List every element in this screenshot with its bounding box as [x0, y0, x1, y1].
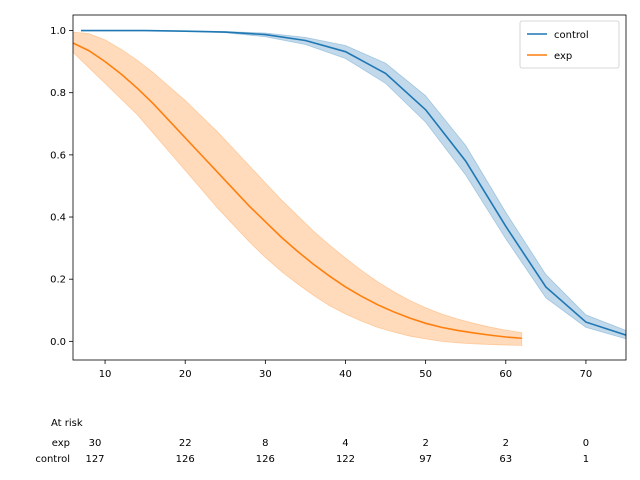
x-tick-label-50: 50 — [419, 369, 432, 380]
y-tick-label-0: 0.0 — [50, 337, 66, 348]
at-risk-title: At risk — [51, 418, 83, 429]
at-risk-cell-exp-4: 2 — [422, 438, 428, 449]
at-risk-cell-control-5: 63 — [499, 454, 512, 465]
y-axis-ticks: 0.0 0.2 0.4 0.6 0.8 1.0 — [50, 26, 73, 348]
at-risk-row-label-exp: exp — [52, 438, 70, 449]
line-control — [81, 29, 626, 336]
x-tick-label-40: 40 — [339, 369, 352, 380]
y-tick-label-1: 0.2 — [50, 275, 66, 286]
at-risk-cell-exp-0: 30 — [89, 438, 102, 449]
at-risk-cell-exp-6: 0 — [583, 438, 589, 449]
at-risk-cell-control-1: 126 — [176, 454, 195, 465]
x-tick-label-70: 70 — [580, 369, 593, 380]
legend-label-control: control — [554, 30, 589, 41]
at-risk-cell-control-0: 127 — [85, 454, 104, 465]
line-exp — [73, 42, 522, 340]
plot-frame — [72, 14, 627, 361]
x-tick-label-10: 10 — [99, 369, 112, 380]
at-risk-row-label-control: control — [35, 454, 70, 465]
at-risk-cell-control-6: 1 — [583, 454, 589, 465]
y-tick-label-4: 0.8 — [50, 88, 66, 99]
at-risk-cell-exp-1: 22 — [179, 438, 192, 449]
band-control — [81, 30, 626, 340]
survival-lines — [73, 29, 626, 340]
legend-label-exp: exp — [554, 51, 572, 62]
at-risk-cell-exp-3: 4 — [342, 438, 348, 449]
y-tick-label-2: 0.4 — [50, 213, 66, 224]
x-tick-label-30: 30 — [259, 369, 272, 380]
at-risk-cell-exp-5: 2 — [503, 438, 509, 449]
band-exp — [73, 31, 523, 346]
y-tick-label-5: 1.0 — [50, 26, 66, 37]
at-risk-cell-control-2: 126 — [256, 454, 275, 465]
x-tick-label-20: 20 — [179, 369, 192, 380]
y-tick-label-3: 0.6 — [50, 150, 66, 161]
x-tick-label-60: 60 — [499, 369, 512, 380]
at-risk-cell-control-4: 97 — [419, 454, 432, 465]
at-risk-cell-control-3: 122 — [336, 454, 355, 465]
legend-box — [519, 20, 620, 69]
x-axis-ticks: 10 20 30 40 50 60 70 — [99, 360, 593, 380]
confidence-bands — [73, 30, 626, 346]
legend: control exp — [519, 20, 620, 69]
at-risk-cell-exp-2: 8 — [262, 438, 268, 449]
